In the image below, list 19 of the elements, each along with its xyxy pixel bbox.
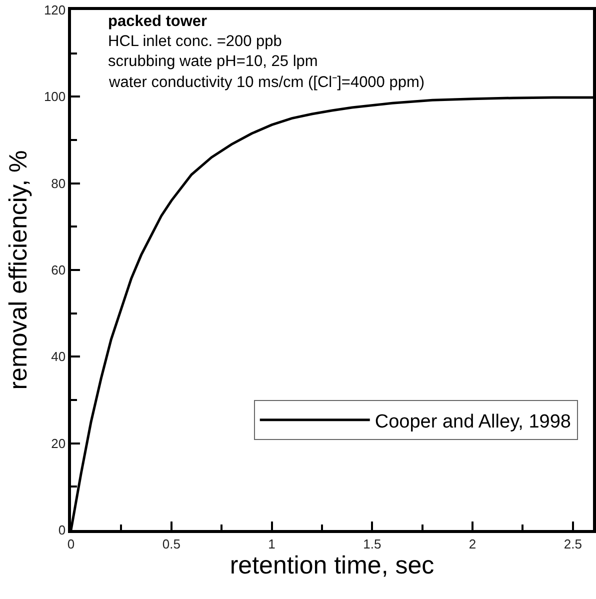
- x-tick-label: 2: [468, 536, 476, 552]
- y-tick-label: 0: [58, 522, 66, 538]
- y-axis-title: removal efficienciy, %: [4, 150, 33, 390]
- annotation: packed tower: [108, 13, 208, 30]
- text: Cooper and Alley, 1998: [374, 411, 571, 432]
- y-tick-label: 20: [51, 436, 66, 451]
- x-tick-label: 1.5: [363, 536, 382, 552]
- annotation: HCL inlet conc. =200 ppb: [108, 33, 282, 50]
- annotation: water conductivity 10 ms/cm ([Cl⁻]=4000 ppm): [108, 74, 425, 91]
- y-tick-label: 80: [51, 176, 66, 191]
- y-tick-label: 60: [51, 262, 66, 278]
- y-tick-label: 120: [44, 2, 66, 18]
- y-tick-label: 100: [44, 89, 66, 104]
- x-tick-label: 1: [268, 536, 276, 552]
- x-tick-label: 2.5: [564, 536, 582, 552]
- x-axis-title: retention time, sec: [230, 551, 434, 580]
- x-tick-label: 0.5: [162, 536, 180, 552]
- y-tick-label: 40: [51, 349, 66, 364]
- annotation: scrubbing wate pH=10, 25 lpm: [108, 53, 318, 70]
